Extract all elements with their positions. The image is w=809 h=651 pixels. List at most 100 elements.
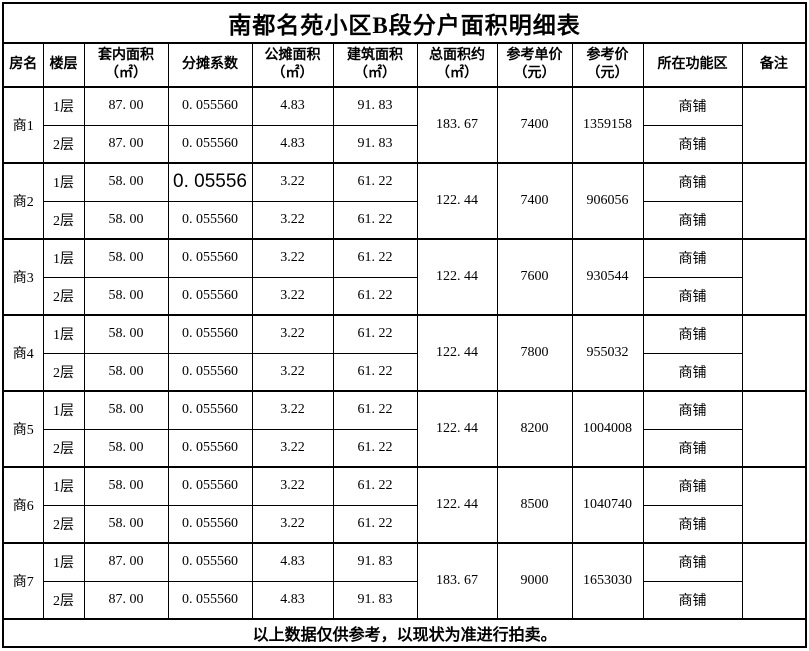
cell-zone: 商铺 [642, 580, 743, 620]
page-title: 南都名苑小区B段分户面积明细表 [2, 2, 807, 44]
cell-shared-area: 4.83 [251, 542, 334, 582]
cell-ref-price: 906056 [571, 162, 644, 240]
cell-inner-area: 58. 00 [83, 238, 169, 278]
table-row: 2层 58. 00 0. 055560 3.22 61. 22 商铺 [3, 276, 806, 316]
cell-coefficient: 0. 055560 [167, 238, 253, 278]
title-row: 南都名苑小区B段分户面积明细表 [2, 2, 807, 44]
cell-room-name: 商2 [2, 162, 44, 240]
cell-zone: 商铺 [642, 124, 743, 164]
cell-shared-area: 4.83 [251, 124, 334, 164]
cell-inner-area: 58. 00 [83, 314, 169, 354]
cell-shared-area: 3.22 [251, 390, 334, 430]
cell-floor: 2层 [42, 276, 85, 316]
cell-ref-price: 1040740 [571, 466, 644, 544]
table-row: 2层 87. 00 0. 055560 4.83 91. 83 商铺 [3, 580, 806, 620]
cell-remark [741, 86, 807, 164]
cell-room-name: 商4 [2, 314, 44, 392]
cell-building-area: 61. 22 [332, 276, 418, 316]
cell-zone: 商铺 [642, 390, 743, 430]
cell-inner-area: 58. 00 [83, 504, 169, 544]
cell-coefficient: 0. 055560 [167, 428, 253, 468]
cell-coefficient: 0. 055560 [167, 580, 253, 620]
cell-inner-area: 58. 00 [83, 162, 169, 202]
table-row: 2层 58. 00 0. 055560 3.22 61. 22 商铺 [3, 352, 806, 392]
cell-shared-area: 3.22 [251, 162, 334, 202]
col-header-total-area: 总面积约 （㎡） [416, 42, 498, 88]
cell-building-area: 91. 83 [332, 124, 418, 164]
table-row: 商6 1层 58. 00 0. 055560 3.22 61. 22 122. … [2, 466, 807, 544]
cell-building-area: 61. 22 [332, 390, 418, 430]
cell-zone: 商铺 [642, 314, 743, 354]
cell-shared-area: 3.22 [251, 352, 334, 392]
cell-shared-area: 4.83 [251, 86, 334, 126]
cell-unit-price: 7400 [496, 162, 573, 240]
cell-floor: 1层 [42, 86, 85, 126]
cell-zone: 商铺 [642, 428, 743, 468]
cell-floor: 2层 [42, 352, 85, 392]
cell-zone: 商铺 [642, 504, 743, 544]
cell-floor: 2层 [42, 580, 85, 620]
cell-shared-area: 3.22 [251, 466, 334, 506]
cell-inner-area: 58. 00 [83, 390, 169, 430]
cell-total-area: 183. 67 [416, 542, 498, 620]
cell-zone: 商铺 [642, 276, 743, 316]
table-row: 商2 1层 58. 00 0. 05556 3.22 61. 22 122. 4… [2, 162, 807, 240]
cell-building-area: 61. 22 [332, 238, 418, 278]
table-row: 商5 1层 58. 00 0. 055560 3.22 61. 22 122. … [2, 390, 807, 468]
cell-floor: 1层 [42, 542, 85, 582]
cell-unit-price: 8200 [496, 390, 573, 468]
cell-building-area: 61. 22 [332, 200, 418, 240]
cell-remark [741, 162, 807, 240]
cell-unit-price: 9000 [496, 542, 573, 620]
cell-shared-area: 3.22 [251, 314, 334, 354]
col-header-floor: 楼层 [42, 42, 85, 88]
cell-inner-area: 87. 00 [83, 124, 169, 164]
cell-shared-area: 3.22 [251, 504, 334, 544]
cell-room-name: 商3 [2, 238, 44, 316]
cell-shared-area: 3.22 [251, 428, 334, 468]
cell-building-area: 61. 22 [332, 466, 418, 506]
cell-total-area: 122. 44 [416, 390, 498, 468]
cell-coefficient: 0. 055560 [167, 352, 253, 392]
cell-coefficient: 0. 055560 [167, 124, 253, 164]
cell-zone: 商铺 [642, 86, 743, 126]
cell-total-area: 122. 44 [416, 466, 498, 544]
cell-inner-area: 58. 00 [83, 352, 169, 392]
cell-ref-price: 1004008 [571, 390, 644, 468]
table-row: 2层 58. 00 0. 055560 3.22 61. 22 商铺 [3, 428, 806, 468]
cell-inner-area: 58. 00 [83, 200, 169, 240]
cell-zone: 商铺 [642, 466, 743, 506]
cell-unit-price: 7400 [496, 86, 573, 164]
cell-floor: 1层 [42, 466, 85, 506]
cell-coefficient: 0. 055560 [167, 466, 253, 506]
cell-floor: 1层 [42, 162, 85, 202]
table-row: 商7 1层 87. 00 0. 055560 4.83 91. 83 183. … [2, 542, 807, 620]
cell-remark [741, 390, 807, 468]
cell-inner-area: 58. 00 [83, 466, 169, 506]
cell-room-name: 商5 [2, 390, 44, 468]
col-header-shared-area: 公摊面积 （㎡） [251, 42, 334, 88]
cell-shared-area: 3.22 [251, 238, 334, 278]
cell-shared-area: 3.22 [251, 200, 334, 240]
col-header-coefficient: 分摊系数 [167, 42, 253, 88]
cell-coefficient: 0. 055560 [167, 504, 253, 544]
footer-row: 以上数据仅供参考，以现状为准进行拍卖。 [2, 618, 807, 648]
footer-note: 以上数据仅供参考，以现状为准进行拍卖。 [2, 618, 807, 648]
cell-unit-price: 7800 [496, 314, 573, 392]
cell-floor: 2层 [42, 200, 85, 240]
table-row: 2层 87. 00 0. 055560 4.83 91. 83 商铺 [3, 124, 806, 164]
header-row: 房名 楼层 套内面积 （㎡） 分摊系数 公摊面积 （㎡） 建筑面积 （㎡） 总面积约（… [2, 42, 807, 88]
cell-coefficient: 0. 055560 [167, 276, 253, 316]
cell-building-area: 91. 83 [332, 542, 418, 582]
cell-room-name: 商1 [2, 86, 44, 164]
cell-building-area: 61. 22 [332, 162, 418, 202]
cell-coefficient: 0. 055560 [167, 200, 253, 240]
cell-ref-price: 955032 [571, 314, 644, 392]
cell-floor: 2层 [42, 504, 85, 544]
cell-building-area: 61. 22 [332, 428, 418, 468]
cell-coefficient: 0. 055560 [167, 314, 253, 354]
cell-ref-price: 930544 [571, 238, 644, 316]
cell-total-area: 122. 44 [416, 162, 498, 240]
